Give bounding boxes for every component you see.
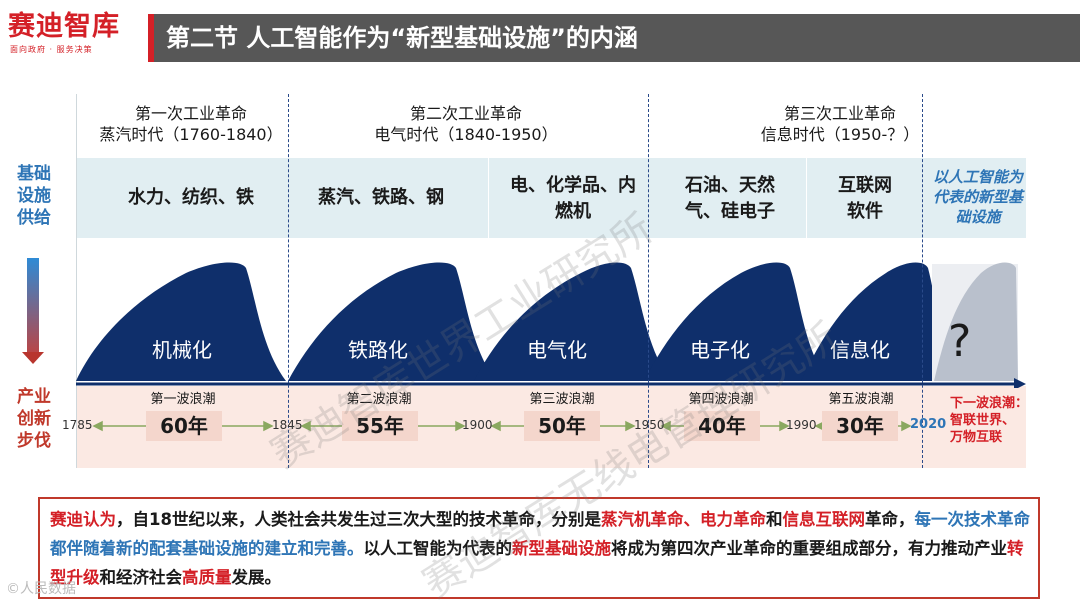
- infra-3: 电、化学品、内燃机: [510, 175, 636, 222]
- waves-svg: [76, 262, 1026, 388]
- era-divider-1: [288, 94, 289, 468]
- era-3: 第三次工业革命 信息时代（1950-？）: [720, 103, 960, 145]
- duration-2: 55年: [342, 411, 418, 441]
- footer-watermark: ©人民数据: [6, 581, 76, 597]
- page-title: 第二节 人工智能作为“新型基础设施”的内涵: [166, 24, 638, 52]
- down-arrow-icon: [27, 258, 39, 354]
- era-period: 电气时代（1840-1950）: [374, 125, 558, 144]
- summary-seg: 革命，: [864, 510, 915, 529]
- era-2: 第二次工业革命 电气时代（1840-1950）: [336, 103, 596, 145]
- year-1950: 1950: [634, 418, 665, 432]
- duration-3: 50年: [524, 411, 600, 441]
- side-label-infrastructure: 基础设施供给: [17, 164, 51, 228]
- summary-highlight: 高质量: [182, 568, 232, 587]
- wave-next: [934, 262, 1018, 381]
- infra-divider-2: [806, 158, 807, 238]
- duration-5: 30年: [822, 411, 898, 441]
- infra-2: 蒸汽、铁路、钢: [318, 187, 444, 208]
- axis-arrow-icon: [1014, 378, 1026, 388]
- duration-1: 60年: [146, 411, 222, 441]
- down-arrow-tip-icon: [22, 352, 44, 364]
- era-header-region: [76, 94, 1026, 158]
- summary-seg: 和: [765, 510, 783, 529]
- wave-3: [474, 262, 671, 381]
- era-title: 第一次工业革命: [134, 104, 247, 123]
- wave-name-1: 第一波浪潮: [150, 392, 216, 407]
- summary-highlight: 信息互联网: [782, 510, 865, 529]
- infra-4: 石油、天然气、硅电子: [685, 175, 775, 222]
- wave-1: [76, 262, 286, 381]
- summary-seg: 以人工智能为代表的: [363, 539, 513, 558]
- title-bar: [148, 14, 1080, 62]
- next-wave-title: 下一波浪潮：: [950, 396, 1029, 411]
- wave-2: [288, 262, 496, 381]
- wave-name-4: 第四波浪潮: [688, 392, 754, 407]
- era-period: 蒸汽时代（1760-1840）: [99, 125, 283, 144]
- summary-seg: 发展。: [231, 568, 282, 587]
- question-mark: ?: [948, 316, 972, 367]
- logo: 赛迪智库: [8, 11, 120, 42]
- next-wave-desc: 智联世界、万物互联: [950, 413, 1016, 445]
- summary-lead: 赛迪认为: [50, 510, 116, 529]
- era-1: 第一次工业革命 蒸汽时代（1760-1840）: [96, 103, 286, 145]
- summary-seg: 将成为第四次产业革命的重要组成部分，有力推动产业: [611, 539, 1007, 558]
- era-title: 第三次工业革命: [783, 104, 896, 123]
- summary-seg: 和经济社会: [99, 568, 183, 587]
- summary-box: [38, 497, 1040, 599]
- infra-5: 互联网软件: [838, 175, 892, 222]
- wave-4: [644, 262, 828, 381]
- infrastructure-region: [76, 158, 1026, 238]
- summary-seg: ，自18世纪以来，人类社会共发生过三次大型的技术革命，分别是: [116, 510, 601, 529]
- title-accent: [148, 14, 154, 62]
- year-1845: 1845: [272, 418, 303, 432]
- year-2020: 2020: [910, 417, 947, 432]
- year-1990: 1990: [786, 418, 817, 432]
- era-period: 信息时代（1950-？）: [760, 125, 920, 144]
- duration-4: 40年: [684, 411, 760, 441]
- era-title: 第二次工业革命: [409, 104, 522, 123]
- infra-divider-1: [488, 158, 489, 238]
- wave-label-4: 电子化: [690, 338, 750, 362]
- wave-label-1: 机械化: [152, 338, 212, 362]
- infra-new: 以人工智能为代表的新型基础设施: [932, 168, 1023, 226]
- wave-label-5: 信息化: [830, 338, 890, 362]
- era-divider-2: [648, 94, 649, 468]
- era-divider-3: [922, 94, 923, 468]
- logo-subtitle: 面向政府 · 服务决策: [10, 45, 93, 54]
- chart-left-border: [76, 94, 77, 468]
- summary-highlight: 蒸汽机革命、电力革命: [600, 510, 766, 529]
- infra-1: 水力、纺织、铁: [128, 187, 254, 208]
- summary-highlight-blue: 每一次技术革命都伴随着新的配套基础设施的建立和完善。: [50, 510, 1030, 558]
- year-1785: 1785: [62, 418, 93, 432]
- side-label-innovation: 产业创新步伐: [17, 387, 51, 451]
- wave-5: [801, 262, 962, 381]
- wave-label-2: 铁路化: [348, 338, 408, 362]
- wave-name-2: 第二波浪潮: [346, 392, 412, 407]
- wave-name-5: 第五波浪潮: [828, 392, 894, 407]
- wave-label-3: 电气化: [527, 338, 587, 362]
- summary-highlight: 转型升级: [50, 539, 1024, 587]
- wave-name-3: 第三波浪潮: [529, 392, 595, 407]
- year-1900: 1900: [462, 418, 493, 432]
- summary-highlight: 新型基础设施: [512, 539, 611, 558]
- summary-text: 赛迪认为，自18世纪以来，人类社会共发生过三次大型的技术革命，分别是蒸汽机革命、…: [50, 505, 1030, 592]
